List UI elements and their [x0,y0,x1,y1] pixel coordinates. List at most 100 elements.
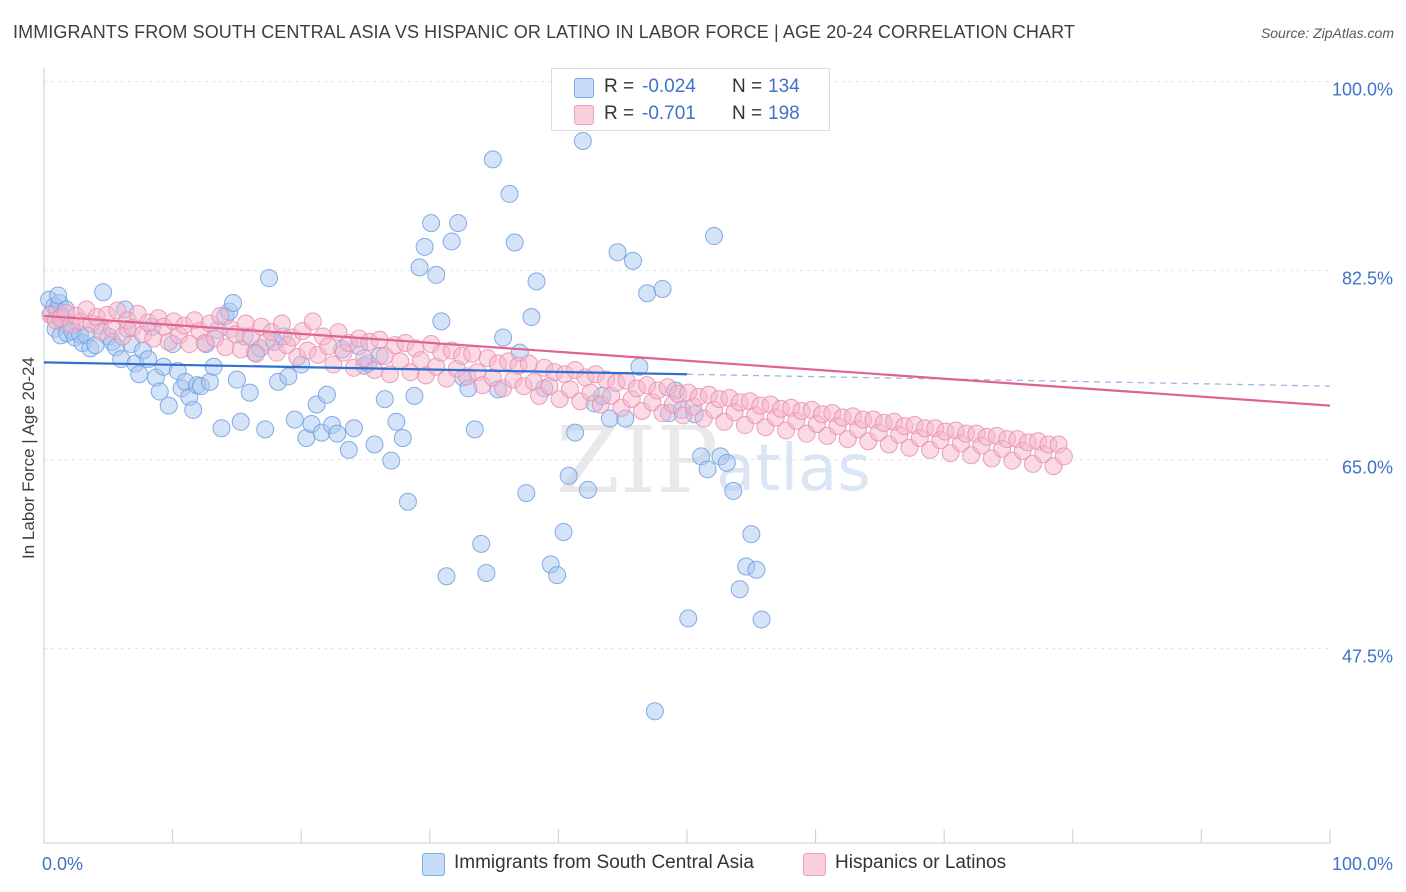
data-point [227,370,246,389]
data-point [411,351,430,370]
y-tick-label: 65.0% [1342,458,1393,478]
data-point [463,344,482,363]
data-point [247,344,266,363]
bottom-legend-label: Immigrants from South Central Asia [454,852,754,873]
data-point [717,453,736,472]
data-point [303,312,322,331]
source-credit: Source: ZipAtlas.com [1260,25,1394,41]
data-point [260,269,279,288]
data-point [432,312,451,331]
data-point [698,460,717,479]
data-point [608,243,627,262]
data-point [272,314,291,333]
data-point [560,380,579,399]
data-point [554,522,573,541]
data-point [548,566,567,585]
data-point [442,232,461,251]
data-point [405,386,424,405]
data-point [256,420,275,439]
y-tick-label: 100.0% [1332,80,1393,100]
data-point [387,412,406,431]
data-point [465,420,484,439]
data-point [500,184,519,203]
data-point [200,372,219,391]
data-point [375,390,394,409]
data-point [415,237,434,256]
data-point [653,279,672,298]
y-tick-label: 82.5% [1342,269,1393,289]
data-point [382,451,401,470]
data-point [328,424,347,443]
data-point [581,383,600,402]
data-point [319,337,338,356]
legend-r-value: -0.024 [642,76,696,97]
data-point [231,412,250,431]
data-point [449,214,468,233]
data-point [240,383,259,402]
legend-r-label: R = [604,103,635,124]
data-point [645,702,664,721]
data-point [519,354,538,373]
data-point [505,233,524,252]
data-point [150,382,169,401]
legend-n-value: 134 [768,76,800,97]
data-point [437,567,456,586]
data-point [747,560,766,579]
data-point [559,466,578,485]
data-point [393,429,412,447]
data-point [365,360,384,379]
data-point [522,308,541,327]
trend-line-south-central-asia [43,361,688,376]
data-point [49,286,68,305]
data-point [279,367,298,386]
legend-swatch-south-central-asia [574,78,594,98]
trend-line-hispanics [43,314,1331,407]
data-point [365,435,384,454]
data-point [211,306,230,325]
data-point [130,365,149,384]
data-point [477,564,496,582]
data-point [472,534,491,553]
data-point [398,492,417,511]
data-point [427,265,446,284]
data-point [623,251,642,270]
data-point [578,480,597,499]
axes [43,68,1331,844]
legend-n-value: 198 [768,103,800,124]
data-point [422,214,441,233]
data-point [638,284,657,303]
data-point [730,580,749,599]
data-point [1054,447,1073,466]
data-point [752,610,771,629]
data-point [317,385,336,404]
data-point [566,423,585,442]
bottom-legend-label: Hispanics or Latinos [835,852,1007,873]
data-point [285,410,304,429]
data-point [679,609,698,628]
data-point [355,349,374,368]
legend-swatch-hispanics [574,105,594,125]
y-tick-label: 47.5% [1342,647,1393,667]
data-point [159,396,178,415]
y-axis-label: In Labor Force | Age 20-24 [19,357,38,559]
trend-line-extension-south-central-asia [686,373,1331,387]
data-point [339,440,358,459]
bottom-legend-swatch-south-central-asia [422,853,445,876]
chart-title: IMMIGRANTS FROM SOUTH CENTRAL ASIA VS HI… [13,22,1075,42]
tick-labels: 100.0% 82.5% 65.0% 47.5% 0.0% 100.0% [42,80,1393,874]
legend-r-value: -0.701 [642,103,696,124]
data-point [224,294,243,312]
x-tick-label: 100.0% [1332,854,1393,874]
data-point [573,132,592,150]
series-hispanics [41,300,1073,476]
legend-n-label: N = [732,103,763,124]
data-point [724,481,743,500]
data-point [94,283,113,302]
data-point [212,419,231,438]
data-point [344,419,363,438]
data-point [380,365,399,384]
data-point [705,227,724,246]
trend-lines [43,314,1331,407]
data-point [517,484,536,503]
